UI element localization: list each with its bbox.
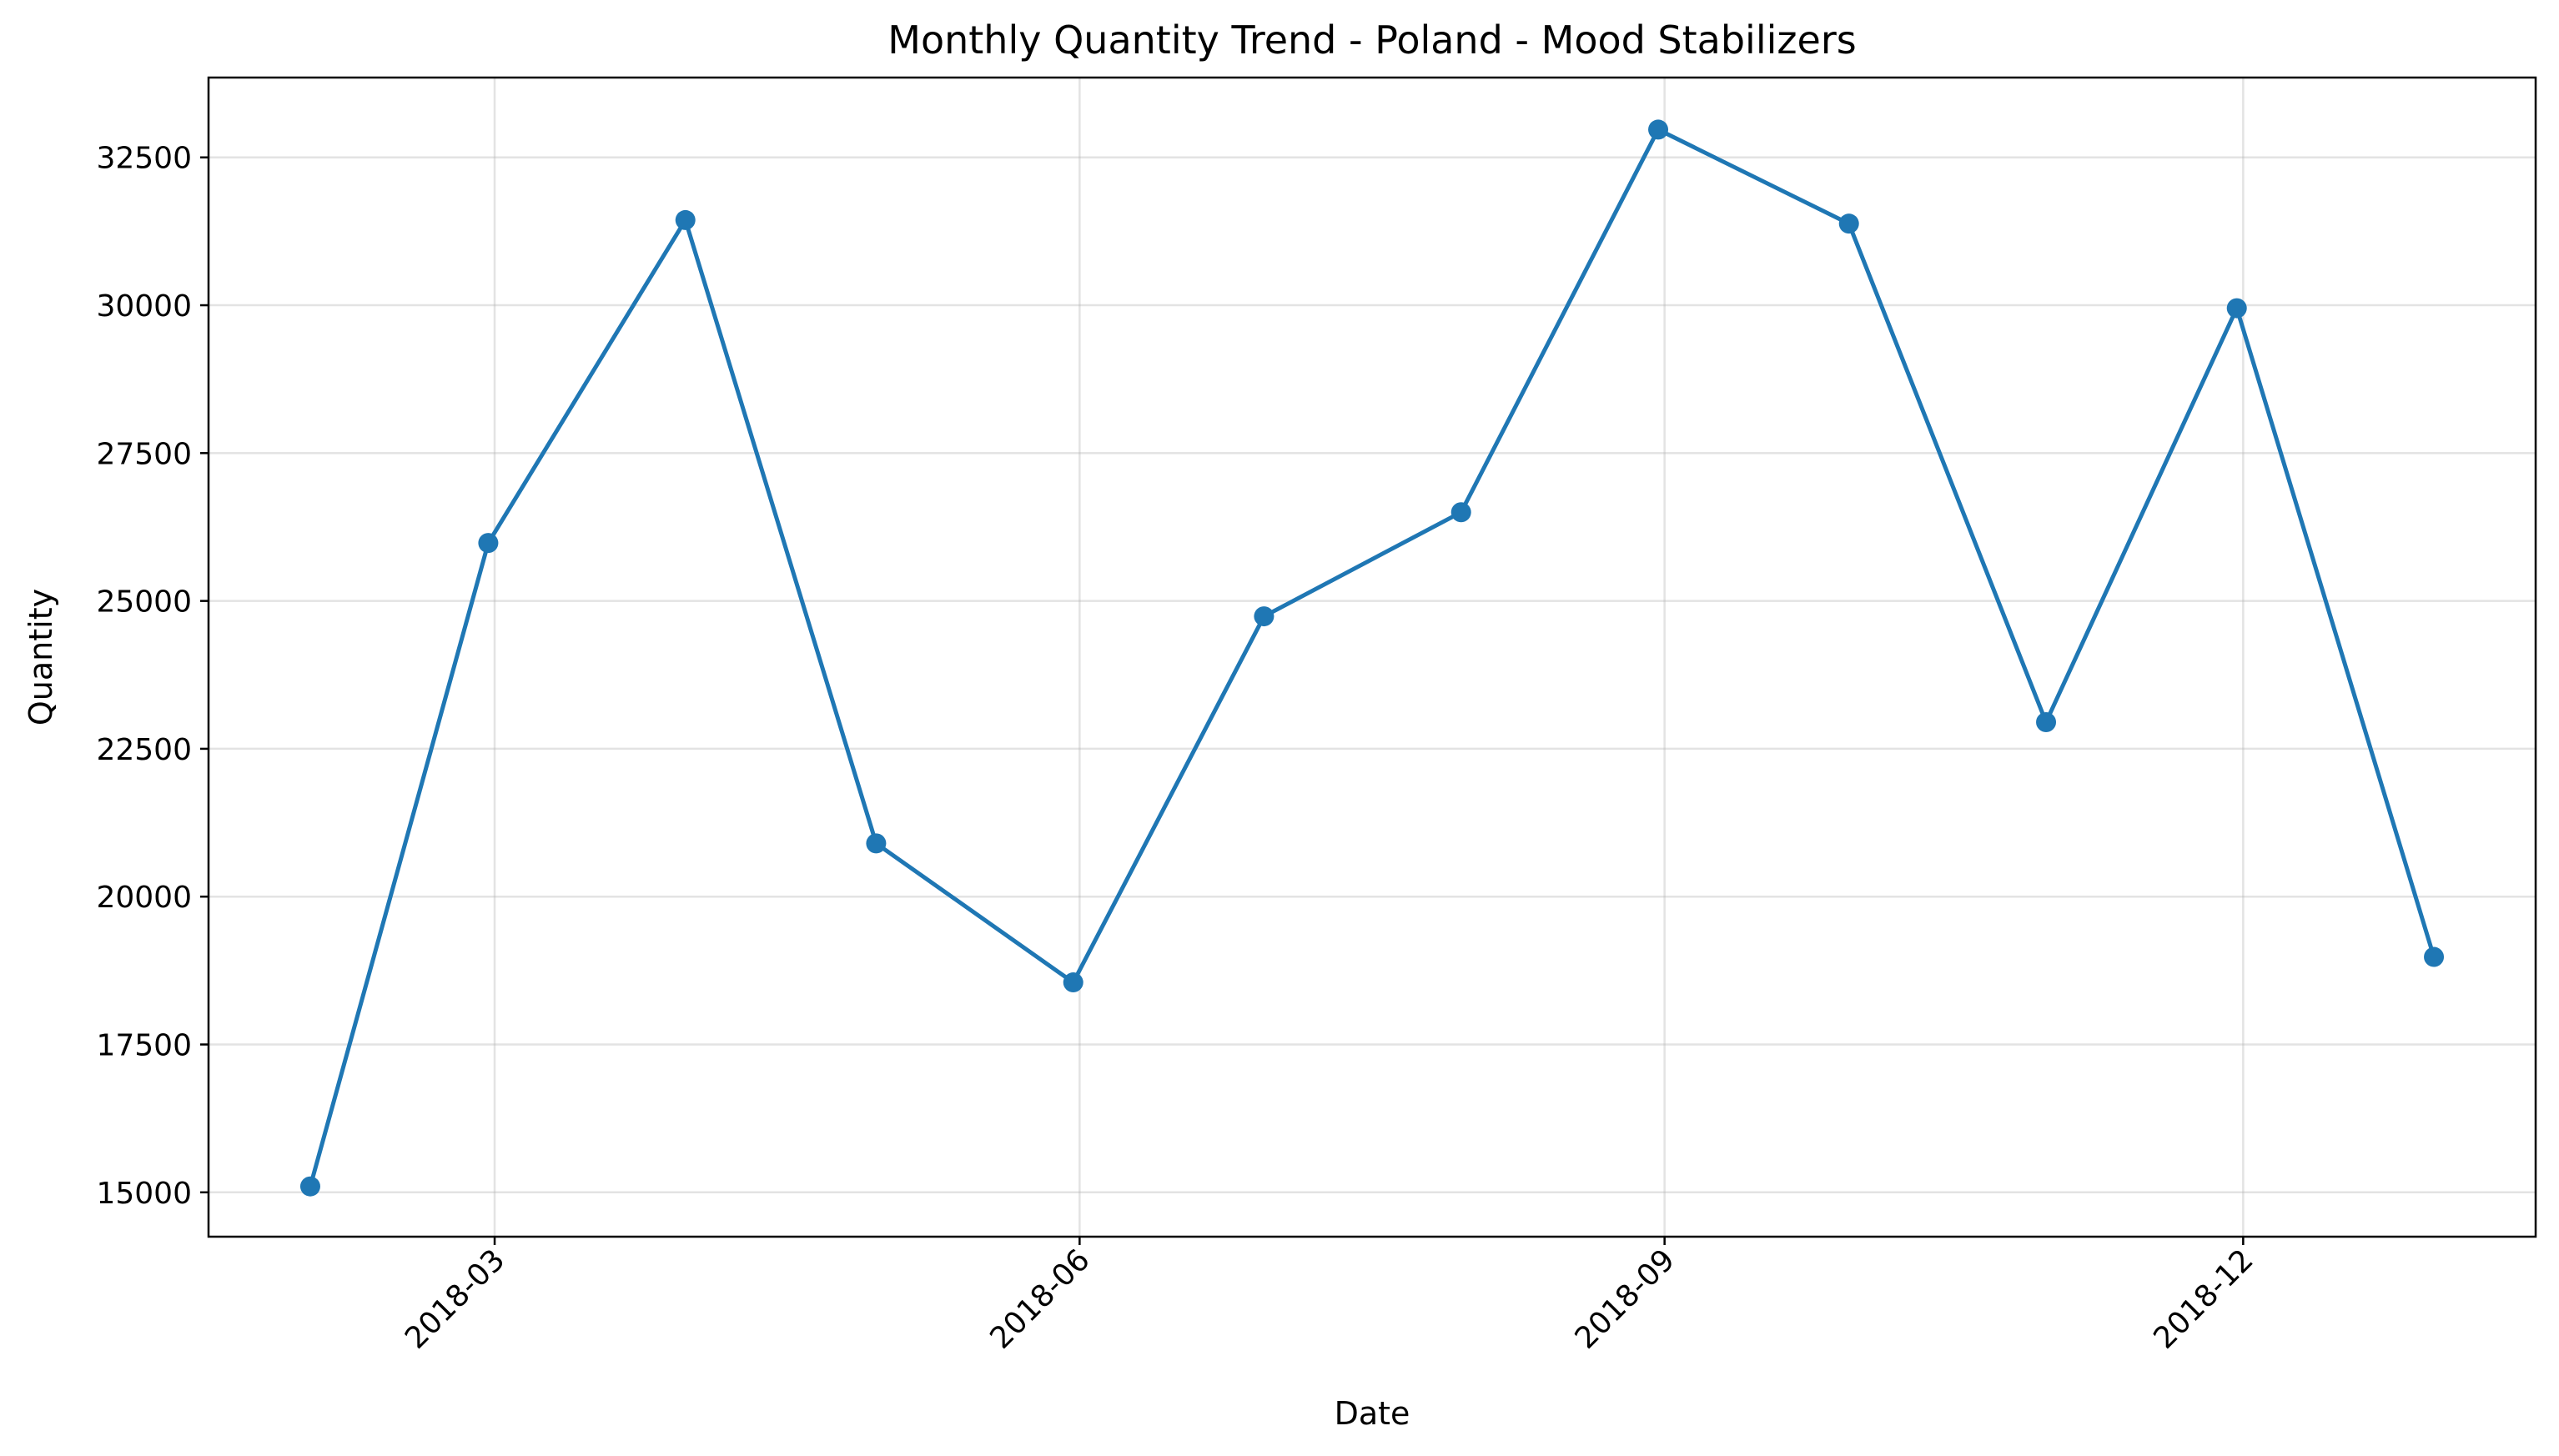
data-point (2036, 712, 2057, 733)
x-tick-label: 2018-03 (399, 1243, 511, 1355)
series-line (308, 127, 2436, 1187)
y-tick-label: 20000 (96, 881, 192, 915)
y-tick-label: 25000 (96, 585, 192, 620)
data-point (675, 209, 696, 230)
y-axis-label: Quantity (23, 589, 59, 725)
data-point (1838, 213, 1859, 234)
data-point (2424, 946, 2445, 967)
chart-title: Monthly Quantity Trend - Poland - Mood S… (887, 18, 1856, 63)
data-point (1648, 119, 1669, 140)
data-point (2226, 298, 2247, 319)
x-tick-label: 2018-09 (1569, 1243, 1682, 1355)
x-tick-label: 2018-12 (2147, 1243, 2260, 1355)
plot-frame (207, 76, 2537, 1238)
x-tick-label: 2018-06 (983, 1243, 1096, 1355)
data-point (1254, 606, 1274, 627)
data-point (1450, 502, 1471, 523)
data-point (299, 1176, 320, 1197)
data-point (1063, 972, 1083, 993)
y-tick-label: 15000 (96, 1177, 192, 1211)
y-tick-label: 30000 (96, 289, 192, 324)
x-axis-label: Date (1335, 1395, 1410, 1432)
series-layer (299, 119, 2445, 1197)
data-point (866, 833, 887, 854)
data-point (478, 533, 499, 554)
y-tick-label: 22500 (96, 733, 192, 767)
grid-layer (209, 78, 2536, 1237)
y-tick-label: 32500 (96, 142, 192, 176)
y-tick-label: 27500 (96, 437, 192, 471)
y-tick-label: 17500 (96, 1029, 192, 1063)
